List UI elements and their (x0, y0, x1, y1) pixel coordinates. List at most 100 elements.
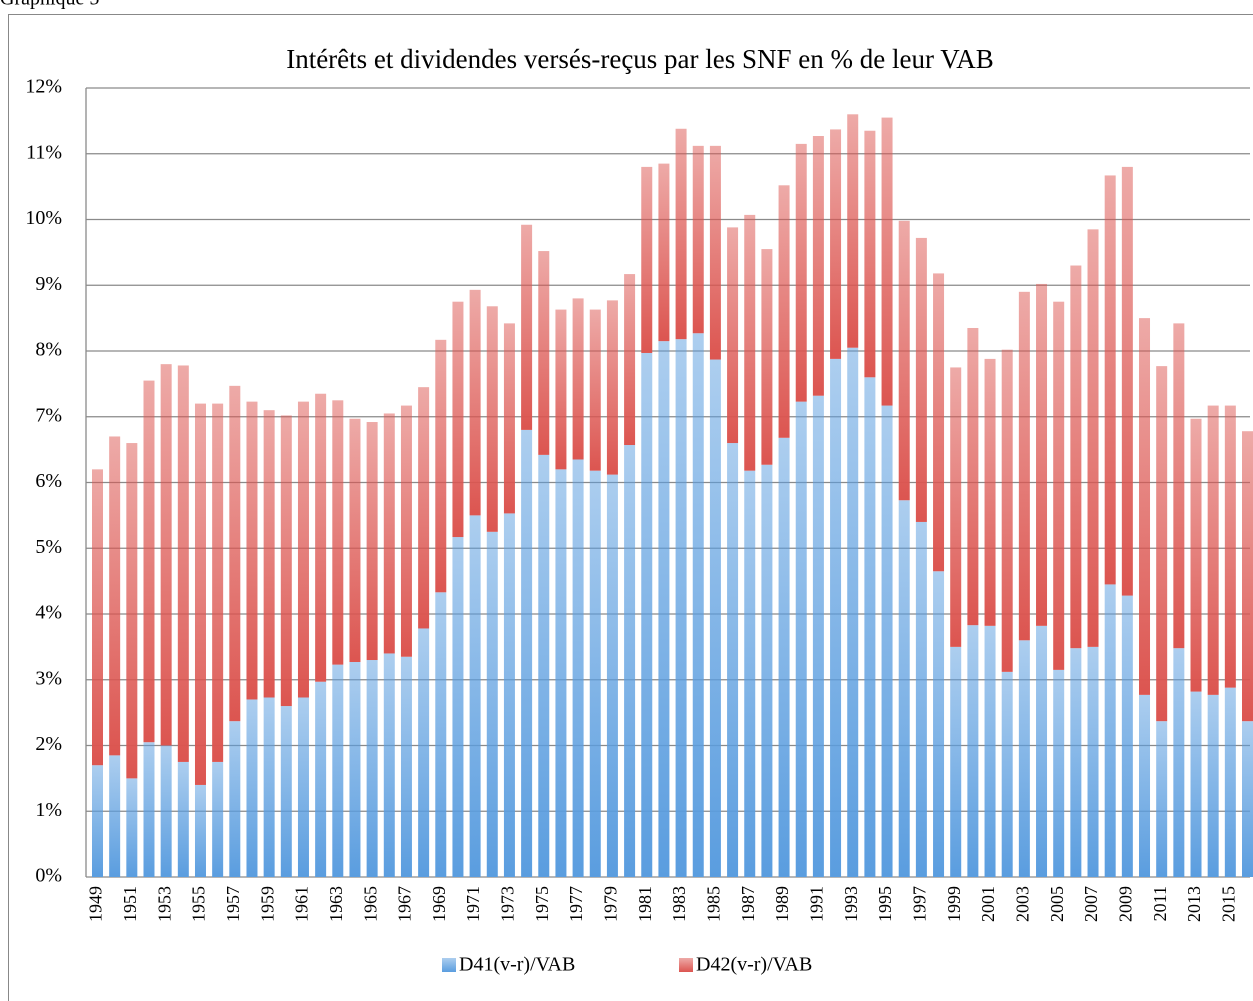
x-tick-label: 1995 (875, 886, 895, 922)
bar-segment (400, 656, 412, 877)
bar-segment (143, 742, 155, 877)
x-tick-label: 2013 (1184, 886, 1204, 922)
bar-segment (1036, 283, 1048, 626)
bar-segment (383, 413, 395, 654)
bar-segment (538, 454, 550, 877)
bar-segment (555, 309, 567, 470)
bar-segment (400, 405, 412, 657)
bar-segment (658, 163, 670, 342)
bar-segment (915, 521, 927, 877)
x-tick-label: 1957 (223, 886, 243, 922)
bar-segment (469, 515, 481, 877)
bar-segment (967, 625, 979, 877)
bar-segment (143, 380, 155, 743)
chart-frame (8, 14, 1253, 1001)
bar-segment (1104, 175, 1116, 585)
x-tick-label: 2007 (1081, 886, 1101, 922)
bar-segment (1121, 166, 1133, 596)
bar-segment (950, 646, 962, 877)
bar-segment (263, 697, 275, 877)
y-tick-label: 12% (25, 76, 62, 98)
bar-segment (1053, 301, 1065, 670)
bar-segment (744, 470, 756, 877)
bar-segment (1018, 640, 1030, 877)
x-tick-label: 1967 (395, 886, 415, 922)
bar-segment (435, 339, 447, 593)
bar-segment (795, 401, 807, 877)
y-tick-label: 8% (35, 339, 62, 361)
bar-segment (984, 625, 996, 877)
y-tick-label: 7% (35, 404, 62, 426)
bar-segment (881, 405, 893, 877)
bar-segment (606, 300, 618, 475)
bar-segment (572, 298, 584, 460)
bar-segment (435, 592, 447, 877)
bar-segment (1242, 431, 1253, 722)
x-tick-label: 2001 (978, 886, 998, 922)
bar-segment (744, 214, 756, 471)
bar-segment (212, 403, 224, 762)
bar-segment (830, 358, 842, 877)
bar-segment (727, 443, 739, 877)
bar-segment (1242, 721, 1253, 877)
bar-segment (589, 309, 601, 471)
y-tick-label: 6% (35, 470, 62, 492)
x-tick-label: 1987 (738, 886, 758, 922)
x-tick-label: 1953 (154, 886, 174, 922)
bar-segment (589, 470, 601, 877)
bar-segment (624, 274, 636, 446)
bar-segment (709, 359, 721, 877)
bar-segment (675, 128, 687, 340)
bar-segment (366, 660, 378, 877)
bar-segment (812, 135, 824, 396)
bar-segment (469, 289, 481, 516)
bar-segment (830, 129, 842, 359)
bar-segment (1018, 291, 1030, 641)
x-tick-label: 1985 (704, 886, 724, 922)
bar-segment (692, 333, 704, 877)
bar-segment (641, 352, 653, 877)
bar-segment (418, 628, 430, 877)
bar-segment (521, 224, 533, 430)
x-tick-label: 2005 (1047, 886, 1067, 922)
bar-segment (778, 437, 790, 877)
bar-segment (212, 761, 224, 877)
bar-segment (1156, 721, 1168, 877)
chart-title: Intérêts et dividendes versés-reçus par … (286, 44, 994, 74)
x-tick-label: 1999 (944, 886, 964, 922)
bar-segment (194, 784, 206, 877)
bar-segment (332, 400, 344, 665)
bar-segment (1139, 694, 1151, 877)
bar-segment (933, 273, 945, 572)
legend-swatch (679, 958, 693, 972)
bar-segment (898, 220, 910, 501)
bar-segment (538, 251, 550, 455)
bar-segment (847, 347, 859, 877)
x-tick-label: 1965 (360, 886, 380, 922)
bar-segment (503, 323, 515, 514)
x-tick-label: 1969 (429, 886, 449, 922)
bar-segment (280, 706, 292, 877)
bar-segment (160, 745, 172, 877)
bar-segment (1224, 405, 1236, 688)
bar-segment (315, 681, 327, 877)
bar-segment (92, 469, 103, 766)
bar-segment (503, 513, 515, 877)
bar-segment (1173, 648, 1185, 877)
x-tick-label: 1989 (772, 886, 792, 922)
bar-segment (709, 145, 721, 360)
x-tick-label: 1949 (86, 886, 106, 922)
y-tick-label: 9% (35, 273, 62, 295)
bar-segment (246, 699, 258, 877)
y-tick-label: 10% (25, 207, 62, 229)
legend-swatch (442, 958, 456, 972)
bar-segment (1104, 584, 1116, 877)
bar-segment (761, 464, 773, 877)
y-tick-label: 3% (35, 667, 62, 689)
bar-segment (1207, 405, 1219, 695)
bar-segment (366, 422, 378, 661)
bar-segment (246, 401, 258, 700)
bar-segment (1139, 318, 1151, 695)
bar-segment (1190, 691, 1202, 877)
